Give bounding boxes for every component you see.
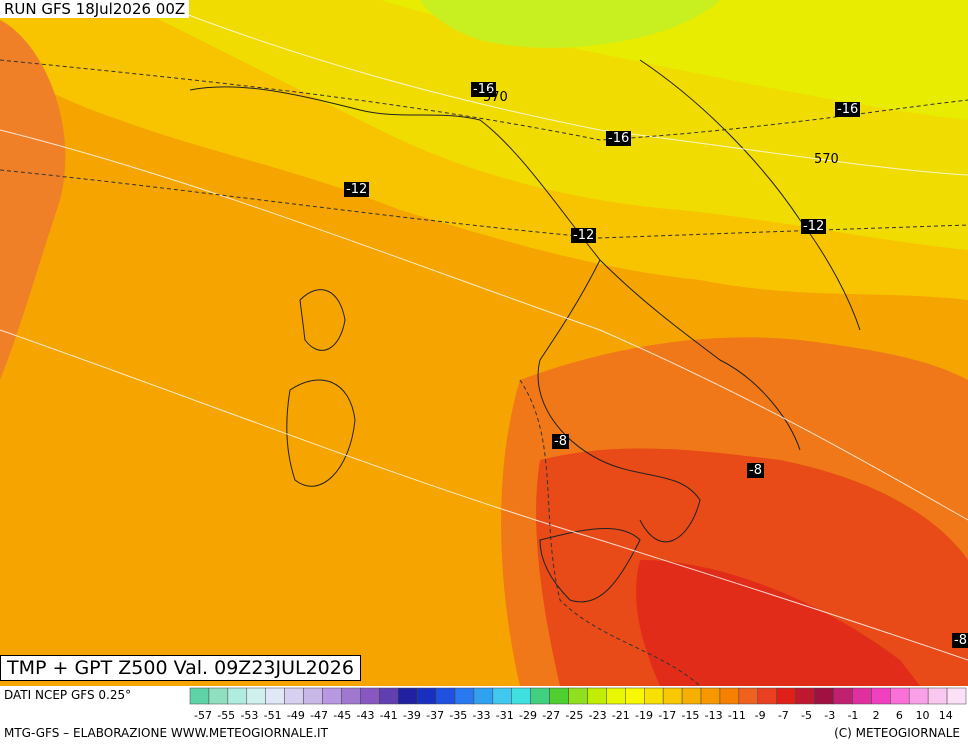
map-title: TMP + GPT Z500 Val. 09Z23JUL2026: [0, 655, 361, 681]
colorbar-label: -21: [612, 709, 630, 722]
colorbar-label: -25: [565, 709, 583, 722]
colorbar-swatch: [738, 687, 759, 705]
footer-left: MTG-GFS – ELABORAZIONE WWW.METEOGIORNALE…: [4, 726, 328, 740]
colorbar-swatch: [719, 687, 740, 705]
temperature-contours: [0, 59, 968, 686]
colorbar-swatch: [700, 687, 721, 705]
colorbar-label: -13: [705, 709, 723, 722]
colorbar-label: -35: [449, 709, 467, 722]
colorbar-label: -3: [824, 709, 835, 722]
colorbar-label: -43: [357, 709, 375, 722]
contour-label: -16: [835, 102, 861, 117]
colorbar-label: 14: [939, 709, 953, 722]
colorbar-label: -23: [589, 709, 607, 722]
contour-label: -12: [344, 182, 370, 197]
colorbar-swatch: [397, 687, 418, 705]
colorbar-swatch: [473, 687, 494, 705]
colorbar-swatch: [833, 687, 853, 705]
colorbar-swatch: [927, 687, 948, 705]
colorbar-swatch: [662, 687, 683, 705]
colorbar-label: -11: [728, 709, 746, 722]
contour-label: -8: [552, 434, 569, 449]
colorbar-label: -5: [801, 709, 812, 722]
colorbar-label: -17: [658, 709, 676, 722]
orange-field: [0, 20, 66, 380]
colorbar-swatch: [511, 687, 531, 705]
colorbar-label: -53: [240, 709, 258, 722]
colorbar-label: 6: [896, 709, 903, 722]
contour-label: -16: [471, 82, 497, 97]
colorbar-label: -29: [519, 709, 537, 722]
colorbar-swatch: [492, 687, 513, 705]
colorbar-swatch: [360, 687, 380, 705]
colorbar-label: -41: [380, 709, 398, 722]
colorbar-swatch: [625, 687, 645, 705]
colorbar-swatch: [530, 687, 550, 705]
colorbar-label: -57: [194, 709, 212, 722]
colorbar-swatch: [379, 687, 399, 705]
colorbar-swatch: [681, 687, 702, 705]
colorbar-label: -39: [403, 709, 421, 722]
colorbar-label: 2: [873, 709, 880, 722]
colorbar-swatch: [341, 687, 361, 705]
map: [0, 0, 968, 686]
colorbar-swatch: [606, 687, 626, 705]
colorbar-swatch: [549, 687, 569, 705]
source-label: DATI NCEP GFS 0.25°: [4, 688, 132, 702]
colorbar-label: -7: [778, 709, 789, 722]
colorbar-swatch: [189, 687, 210, 705]
colorbar-swatch: [284, 687, 304, 705]
colorbar-swatch: [227, 687, 248, 705]
coastlines: [189, 59, 861, 603]
contour-label: -12: [571, 228, 597, 243]
colorbar-label: -51: [264, 709, 282, 722]
colorbar-swatch: [454, 687, 475, 705]
colorbar-label: -27: [542, 709, 560, 722]
colorbar-swatch: [871, 687, 891, 705]
colorbar: -57 -55 -53 -51 -49 -47 -45 -43 -41 -39 -37 -35 -33-…: [189, 687, 967, 722]
colorbar-label: -55: [217, 709, 235, 722]
colorbar-label: -31: [496, 709, 514, 722]
colorbar-label: -33: [473, 709, 491, 722]
colorbar-swatch: [265, 687, 285, 705]
colorbar-swatch: [303, 687, 323, 705]
colorbar-swatch: [795, 687, 815, 705]
red-field: [636, 560, 920, 686]
contour-label: -8: [952, 633, 968, 648]
colorbar-swatch: [852, 687, 872, 705]
green-field: [420, 0, 720, 48]
colorbar-label: -9: [755, 709, 766, 722]
colorbar-swatch: [814, 687, 834, 705]
colorbar-label: -19: [635, 709, 653, 722]
colorbar-label: -47: [310, 709, 328, 722]
contour-label: -16: [606, 131, 632, 146]
colorbar-swatch: [776, 687, 796, 705]
contour-label: 570: [483, 90, 508, 105]
colorbar-swatch: [568, 687, 588, 705]
footer-right: (C) METEOGIORNALE: [834, 726, 960, 740]
colorbar-swatch: [416, 687, 437, 705]
colorbar-swatch: [643, 687, 664, 705]
colorbar-swatch: [208, 687, 229, 705]
colorbar-swatch: [946, 687, 967, 705]
colorbar-swatch: [587, 687, 607, 705]
colorbar-swatch: [757, 687, 777, 705]
colorbar-swatch: [890, 687, 910, 705]
colorbar-label: 10: [916, 709, 930, 722]
colorbar-swatch: [322, 687, 342, 705]
colorbar-label: -15: [681, 709, 699, 722]
contour-label: -8: [747, 463, 764, 478]
colorbar-label: -49: [287, 709, 305, 722]
colorbar-label: -37: [426, 709, 444, 722]
colorbar-label: -1: [847, 709, 858, 722]
colorbar-swatch: [246, 687, 266, 705]
colorbar-swatch: [435, 687, 456, 705]
run-label: RUN GFS 18Jul2026 00Z: [0, 0, 190, 18]
contour-label: -12: [801, 219, 827, 234]
colorbar-label: -45: [333, 709, 351, 722]
geopotential-lines: [0, 0, 968, 661]
colorbar-swatch: [908, 687, 929, 705]
contour-label: 570: [814, 152, 839, 167]
